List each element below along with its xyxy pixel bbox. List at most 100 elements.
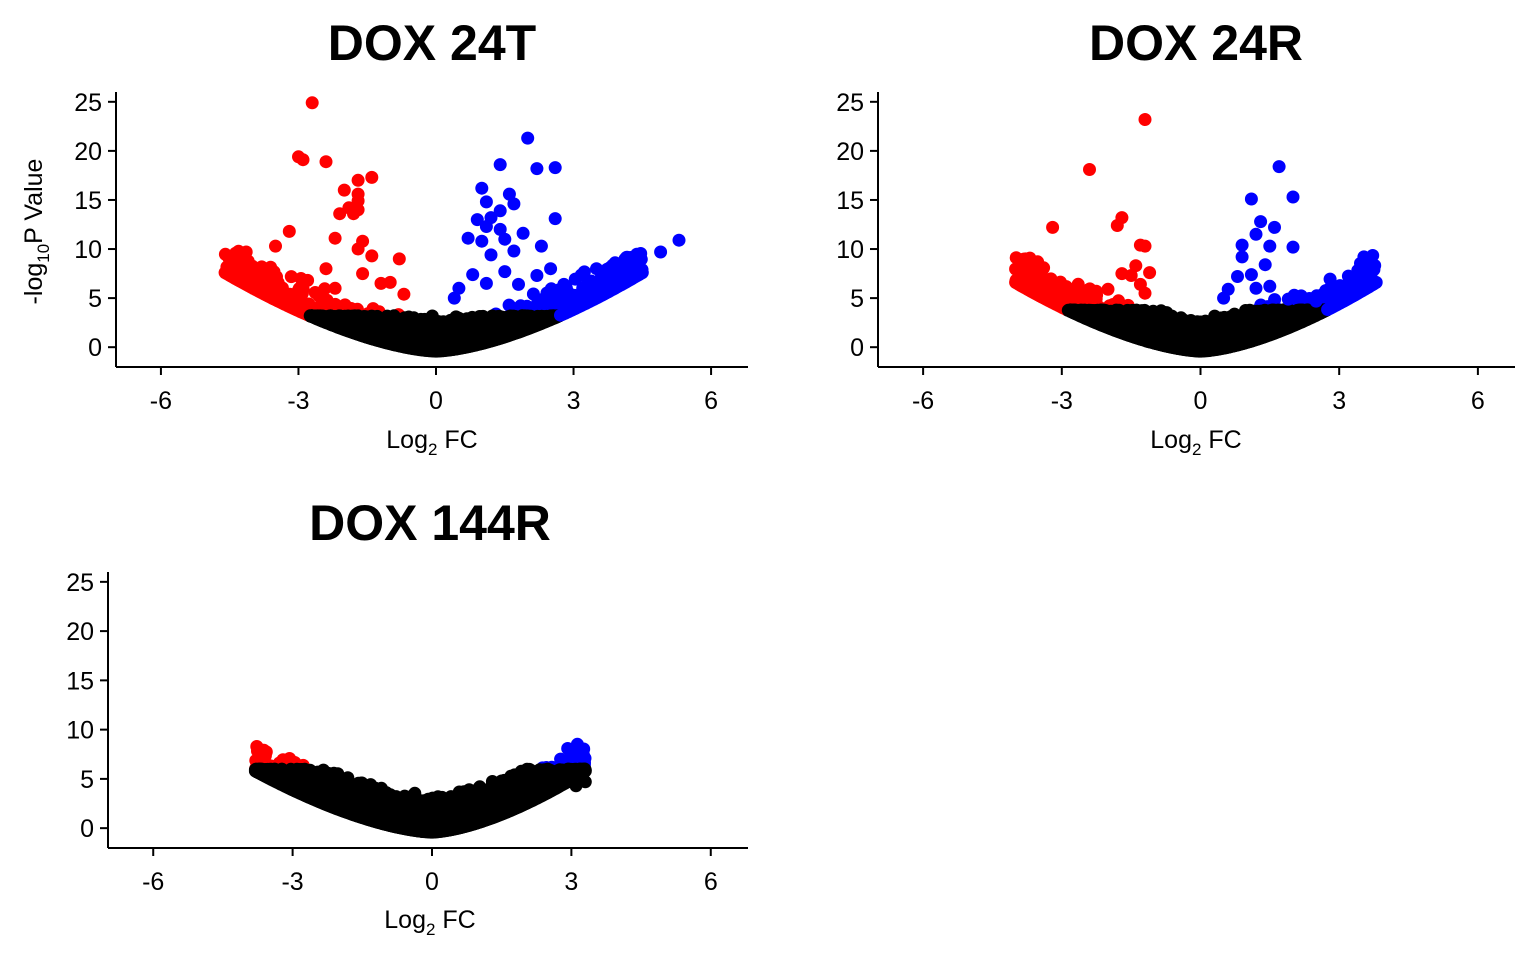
up-point bbox=[1309, 294, 1323, 308]
down-point bbox=[1054, 276, 1067, 290]
up-point bbox=[548, 212, 562, 226]
down-point bbox=[314, 289, 328, 303]
down-point bbox=[1138, 286, 1152, 300]
up-point bbox=[507, 244, 521, 258]
up-point bbox=[606, 258, 620, 272]
ns-point bbox=[1150, 314, 1164, 328]
down-point bbox=[383, 275, 397, 289]
up-point bbox=[1263, 239, 1277, 253]
x-tick-label: 3 bbox=[1332, 387, 1346, 415]
x-tick-label: -3 bbox=[1051, 387, 1073, 415]
up-point bbox=[466, 268, 480, 282]
up-point bbox=[672, 233, 686, 247]
up-point bbox=[574, 268, 588, 282]
ns-point bbox=[519, 310, 533, 324]
y-tick-label: 15 bbox=[836, 187, 864, 215]
ns-point bbox=[1099, 304, 1112, 318]
up-point bbox=[1249, 281, 1263, 295]
down-point bbox=[351, 194, 365, 208]
ns-point bbox=[387, 309, 401, 323]
y-tick-label: 25 bbox=[836, 89, 864, 117]
up-point bbox=[634, 247, 648, 260]
down-point bbox=[319, 155, 333, 169]
up-point bbox=[1268, 220, 1281, 234]
up-point bbox=[521, 131, 535, 145]
up-point bbox=[620, 250, 634, 264]
up-point bbox=[1286, 240, 1300, 254]
down-point bbox=[1138, 113, 1152, 126]
down-point bbox=[256, 266, 270, 280]
up-point bbox=[475, 234, 489, 248]
up-point bbox=[1323, 281, 1337, 295]
down-point bbox=[397, 287, 411, 301]
x-tick-label: 0 bbox=[425, 868, 439, 896]
x-tick-label: 6 bbox=[704, 868, 718, 896]
down-point bbox=[1055, 288, 1069, 302]
chart-title: DOX 24T bbox=[328, 15, 536, 71]
ns-point bbox=[408, 326, 422, 340]
down-point bbox=[328, 281, 342, 295]
up-point bbox=[1352, 271, 1366, 284]
up-point bbox=[470, 213, 484, 227]
up-point bbox=[512, 277, 525, 291]
up-point bbox=[1254, 215, 1268, 229]
down-point bbox=[282, 224, 296, 238]
up-point bbox=[1235, 250, 1249, 264]
y-tick-label: 5 bbox=[88, 285, 102, 313]
up-point bbox=[493, 158, 507, 172]
up-point bbox=[1244, 268, 1258, 282]
ns-point bbox=[1211, 323, 1225, 337]
down-point bbox=[365, 249, 379, 263]
ns-point bbox=[1119, 315, 1133, 329]
up-point bbox=[577, 742, 591, 756]
up-point bbox=[531, 295, 545, 309]
x-tick-label: -6 bbox=[142, 868, 164, 896]
up-point bbox=[1341, 269, 1355, 283]
x-tick-label: 3 bbox=[564, 868, 578, 896]
ridge-point bbox=[635, 266, 649, 280]
x-tick-label: 3 bbox=[567, 387, 581, 415]
x-axis-label: Log2 FC bbox=[384, 906, 475, 939]
ns-point bbox=[1191, 320, 1205, 333]
ns-point bbox=[404, 316, 417, 330]
chart-title: DOX 144R bbox=[309, 495, 551, 551]
up-point bbox=[1323, 272, 1337, 286]
x-tick-label: -6 bbox=[912, 387, 934, 415]
up-point bbox=[479, 195, 493, 209]
x-axis-label: Log2 FC bbox=[1150, 426, 1241, 459]
up-point bbox=[534, 239, 548, 253]
up-point bbox=[1263, 279, 1277, 293]
x-tick-label: 6 bbox=[1471, 387, 1485, 415]
down-point bbox=[1068, 288, 1082, 302]
up-point bbox=[461, 231, 475, 245]
ns-point bbox=[1224, 328, 1238, 341]
y-tick-label: 25 bbox=[66, 569, 94, 597]
y-tick-label: 10 bbox=[74, 236, 102, 264]
up-point bbox=[576, 281, 590, 295]
y-tick-label: 10 bbox=[836, 236, 864, 264]
up-point bbox=[1258, 258, 1272, 272]
down-point bbox=[1083, 163, 1096, 176]
up-point bbox=[452, 281, 466, 295]
down-point bbox=[392, 252, 406, 266]
down-point bbox=[1036, 262, 1050, 276]
down-point bbox=[356, 267, 370, 281]
up-point bbox=[557, 284, 571, 298]
down-point bbox=[296, 153, 310, 167]
x-tick-label: 0 bbox=[1194, 387, 1208, 415]
up-point bbox=[516, 226, 530, 240]
up-point bbox=[484, 248, 498, 262]
up-point bbox=[1272, 160, 1286, 174]
up-point bbox=[498, 265, 512, 279]
y-tick-label: 5 bbox=[80, 766, 94, 794]
down-point bbox=[319, 262, 333, 276]
x-tick-label: 0 bbox=[429, 387, 443, 415]
y-tick-label: 15 bbox=[74, 187, 102, 215]
x-tick-label: -3 bbox=[287, 387, 309, 415]
up-point bbox=[544, 262, 558, 276]
ns-point bbox=[377, 317, 391, 331]
y-tick-label: 25 bbox=[74, 89, 102, 117]
up-point bbox=[1249, 227, 1263, 241]
